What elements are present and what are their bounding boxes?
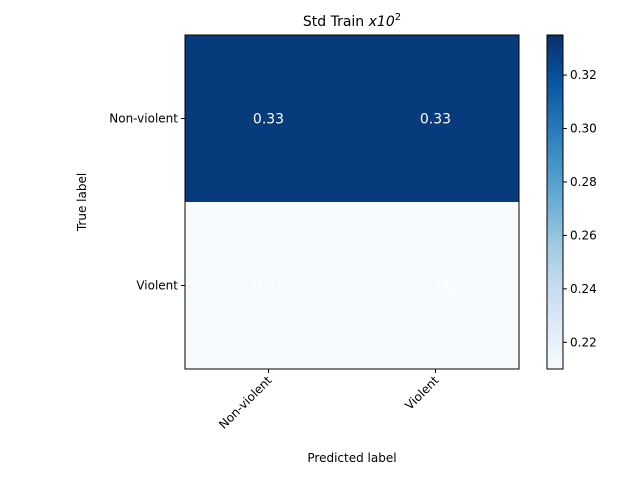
y-axis-label: True label xyxy=(75,173,89,232)
colorbar xyxy=(546,34,564,370)
colorbar-tick-label: 0.28 xyxy=(570,175,597,189)
x-tick-label: Non-violent xyxy=(216,373,275,432)
colorbar-ticks: 0.22 0.24 0.26 0.28 0.30 0.32 xyxy=(563,68,597,349)
colorbar-tick-label: 0.22 xyxy=(570,335,597,349)
heatmap-cell xyxy=(185,202,352,369)
colorbar-tick-label: 0.24 xyxy=(570,282,597,296)
heatmap-cell xyxy=(352,35,519,202)
x-tick-label: Violent xyxy=(402,373,442,413)
heatmap-cell xyxy=(352,202,519,369)
plot-frame xyxy=(184,34,520,370)
y-tick-label: Non-violent xyxy=(109,112,178,126)
cell-value-label: 0.33 xyxy=(253,112,284,128)
heatmap-cell-labels: 0.33 0.33 0.21 0.21 xyxy=(253,112,451,295)
colorbar-tick-label: 0.26 xyxy=(570,228,597,242)
cell-value-label: 0.33 xyxy=(420,112,451,128)
colorbar-tick-label: 0.32 xyxy=(570,68,597,82)
heatmap-cells xyxy=(185,35,519,369)
heatmap-cell xyxy=(185,35,352,202)
colorbar-tick-label: 0.30 xyxy=(570,122,597,136)
x-axis-label: Predicted label xyxy=(307,451,396,465)
y-axis-ticks: Non-violent Violent xyxy=(109,112,185,293)
cell-value-label: 0.21 xyxy=(420,279,451,295)
cell-value-label: 0.21 xyxy=(253,279,284,295)
chart-title: Std Train x102 xyxy=(303,12,401,30)
x-axis-ticks: Non-violent Violent xyxy=(216,369,442,432)
y-tick-label: Violent xyxy=(136,279,178,293)
